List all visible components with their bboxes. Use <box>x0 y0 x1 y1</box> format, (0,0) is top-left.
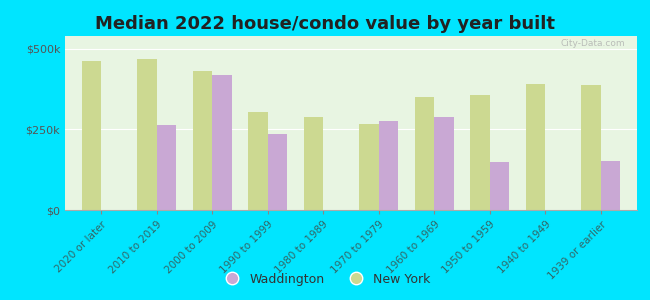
Bar <box>526 84 545 210</box>
Bar <box>434 117 454 210</box>
Bar <box>82 61 101 210</box>
Bar <box>304 117 323 210</box>
Bar <box>268 134 287 210</box>
Bar <box>415 97 434 210</box>
Bar <box>490 162 509 210</box>
Text: City-Data.com: City-Data.com <box>561 40 625 49</box>
Legend: Waddington, New York: Waddington, New York <box>214 268 436 291</box>
Bar <box>137 58 157 210</box>
Bar <box>212 75 231 210</box>
Bar <box>379 122 398 210</box>
Bar <box>248 112 268 210</box>
Bar <box>471 94 490 210</box>
Bar <box>359 124 379 210</box>
Bar <box>601 161 620 210</box>
Bar <box>582 85 601 210</box>
Text: Median 2022 house/condo value by year built: Median 2022 house/condo value by year bu… <box>95 15 555 33</box>
Bar <box>157 125 176 210</box>
Bar <box>193 71 212 210</box>
